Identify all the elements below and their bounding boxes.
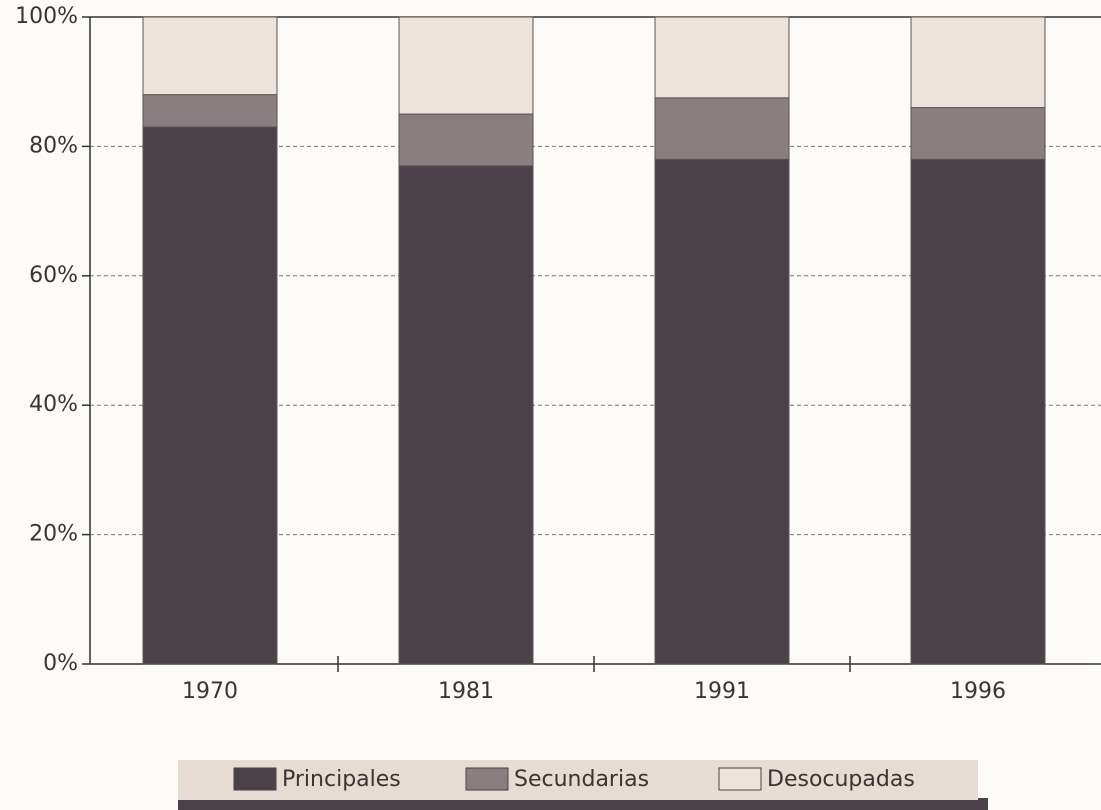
x-tick-label: 1970 (182, 679, 238, 704)
y-tick-label: 40% (29, 392, 78, 417)
legend-swatch (465, 767, 509, 791)
y-tick-label: 60% (29, 263, 78, 288)
x-tick-label: 1996 (950, 679, 1006, 704)
bar-segment (398, 165, 534, 665)
bar-segment (142, 16, 278, 96)
legend-label: Secundarias (514, 767, 649, 792)
bar-segment (142, 94, 278, 128)
bar-segment (142, 126, 278, 665)
legend-box (178, 760, 978, 800)
bar-segment (654, 16, 790, 99)
x-tick-label: 1991 (694, 679, 750, 704)
legend-shadow (178, 798, 988, 810)
y-tick-label: 0% (43, 651, 78, 676)
legend-swatch (718, 767, 762, 791)
y-tick-label: 20% (29, 522, 78, 547)
bar-segment (654, 158, 790, 665)
bar-segment (910, 16, 1046, 109)
bar-segment (398, 113, 534, 167)
y-tick-label: 80% (29, 133, 78, 158)
x-tick-label: 1981 (438, 679, 494, 704)
legend-label: Principales (282, 767, 401, 792)
bar-segment (654, 97, 790, 160)
y-tick-label: 100% (15, 4, 78, 29)
legend-label: Desocupadas (767, 767, 915, 792)
bar-segment (398, 16, 534, 115)
legend-swatch (233, 767, 277, 791)
bar-segment (910, 107, 1046, 160)
bar-segment (910, 158, 1046, 665)
